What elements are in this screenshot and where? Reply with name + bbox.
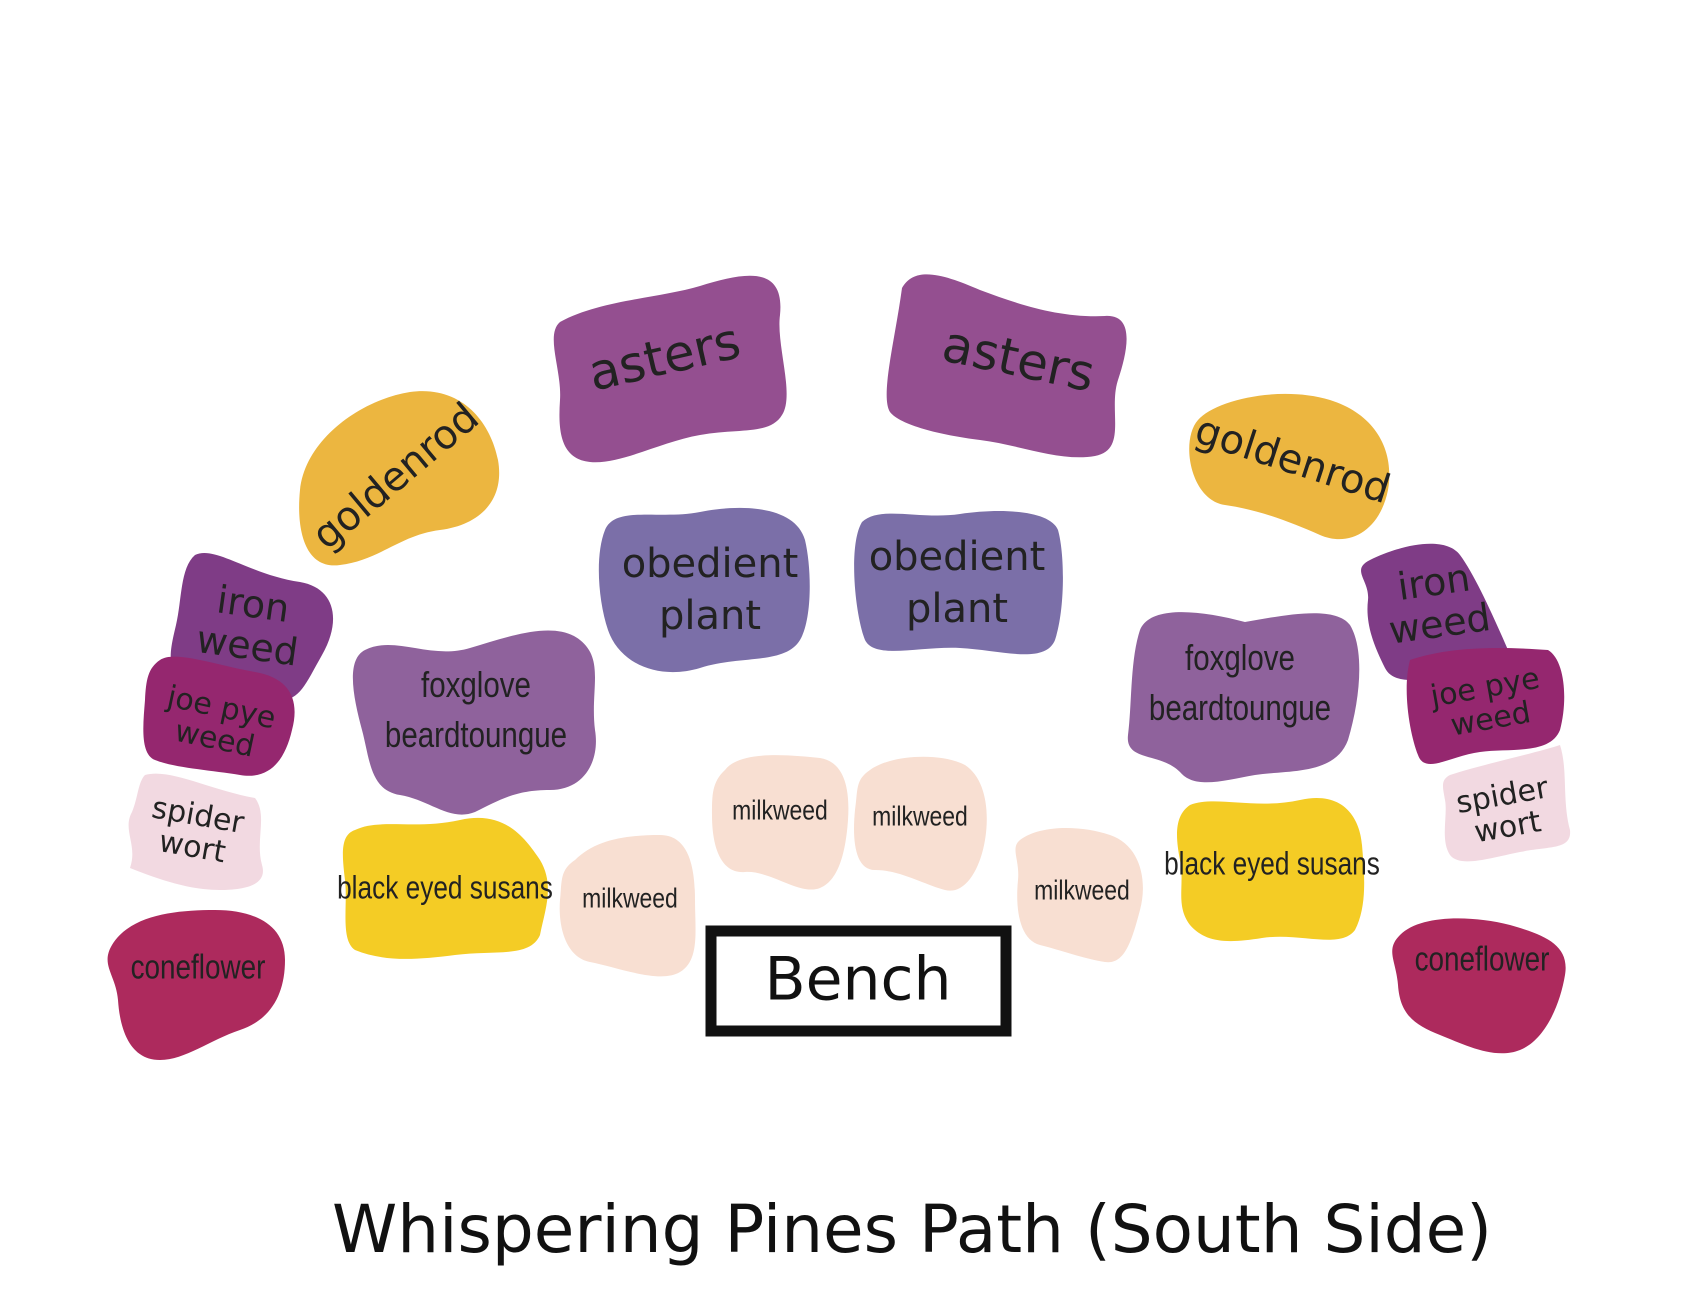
- bed-foxglove-right: foxglove beardtoungue: [1127, 612, 1360, 783]
- bed-label-joepye-right: joe pyeweed: [1427, 660, 1548, 745]
- bed-label-line: obedient: [622, 541, 799, 587]
- bed-shape-milkweed-1: [559, 835, 696, 977]
- bed-label-line: coneflower: [131, 948, 266, 986]
- bed-shape-asters-left: [553, 275, 787, 463]
- bed-label-milkweed-4: milkweed: [1034, 875, 1130, 906]
- bed-shape-obedient-left: [598, 507, 810, 673]
- bed-label-line: plant: [659, 593, 761, 639]
- bed-shape-milkweed-4: [1015, 828, 1143, 963]
- bed-coneflower-left: coneflower: [107, 910, 286, 1060]
- bed-label-line: foxglove: [421, 664, 531, 704]
- bed-label-milkweed-1: milkweed: [582, 883, 678, 914]
- bed-label-line: coneflower: [1415, 940, 1550, 978]
- bed-goldenrod-right: goldenrod: [1189, 393, 1396, 540]
- bed-label-coneflower-left: coneflower: [131, 948, 266, 986]
- bed-shape-coneflower-left: [107, 910, 286, 1060]
- bed-shape-joepye-right: [1406, 648, 1565, 764]
- bed-obedient-right: obedient plant: [854, 511, 1063, 655]
- bed-obedient-left: obedient plant: [598, 507, 810, 673]
- bed-joepye-right: joe pyeweed: [1406, 648, 1565, 764]
- bed-label-line: plant: [906, 586, 1008, 632]
- bed-asters-left: asters: [553, 275, 787, 463]
- bed-label-line: milkweed: [1034, 875, 1130, 906]
- bed-asters-right: asters: [886, 274, 1127, 458]
- bed-label-obedient-right: obedient plant: [869, 534, 1046, 632]
- bed-shape-susans-right: [1177, 798, 1365, 942]
- bed-shape-spiderwort-left: [128, 773, 263, 890]
- bed-label-line: beardtoungue: [385, 714, 567, 754]
- bed-shape-foxglove-left: [352, 630, 596, 815]
- bed-goldenrod-left: goldenrod: [299, 391, 500, 566]
- bed-label-obedient-left: obedient plant: [622, 541, 799, 639]
- bed-label-foxglove-right: foxglove beardtoungue: [1149, 637, 1331, 727]
- bed-label-line: iron: [214, 577, 292, 631]
- bed-label-line: milkweed: [732, 795, 828, 826]
- bed-shape-ironweed-right: [1361, 543, 1510, 681]
- bed-label-line: black eyed susans: [337, 871, 553, 906]
- bed-label-ironweed-right: ironweed: [1380, 553, 1493, 652]
- bed-susans-right: black eyed susans: [1164, 798, 1380, 942]
- bed-label-milkweed-2: milkweed: [732, 795, 828, 826]
- bed-label-line: iron: [1395, 555, 1473, 609]
- bed-shape-goldenrod-right: [1189, 393, 1390, 540]
- bed-spiderwort-right: spiderwort: [1442, 745, 1571, 862]
- bed-coneflower-right: coneflower: [1392, 918, 1566, 1054]
- bed-shape-joepye-left: [143, 656, 295, 776]
- bed-label-line: foxglove: [1185, 637, 1295, 677]
- diagram-title: Whispering Pines Path (South Side): [332, 1191, 1492, 1268]
- bed-shape-goldenrod-left: [299, 391, 500, 566]
- bench-label: Bench: [764, 945, 951, 1015]
- bed-label-coneflower-right: coneflower: [1415, 940, 1550, 978]
- bed-shape-obedient-right: [854, 511, 1063, 655]
- bed-milkweed-2: milkweed: [712, 755, 849, 890]
- bed-label-susans-right: black eyed susans: [1164, 847, 1380, 882]
- bed-milkweed-3: milkweed: [854, 756, 987, 891]
- bed-label-milkweed-3: milkweed: [872, 801, 968, 832]
- bed-label-line: obedient: [869, 534, 1046, 580]
- bed-label-line: milkweed: [872, 801, 968, 832]
- bed-shape-susans-left: [342, 817, 548, 959]
- bench: Bench: [705, 925, 1012, 1037]
- bed-shape-spiderwort-right: [1442, 745, 1571, 862]
- bed-susans-left: black eyed susans: [337, 817, 553, 959]
- bench-outline: [705, 925, 1012, 1037]
- bed-milkweed-4: milkweed: [1015, 828, 1143, 963]
- bed-shape-milkweed-2: [712, 755, 849, 890]
- bed-spiderwort-left: spiderwort: [128, 773, 263, 890]
- bed-shape-asters-right: [886, 274, 1127, 458]
- bed-shape-milkweed-3: [854, 756, 987, 891]
- bed-shape-coneflower-right: [1392, 918, 1566, 1054]
- bed-label-line: milkweed: [582, 883, 678, 914]
- bed-foxglove-left: foxglove beardtoungue: [352, 630, 596, 815]
- bed-label-foxglove-left: foxglove beardtoungue: [385, 664, 567, 754]
- bed-milkweed-1: milkweed: [559, 835, 696, 977]
- bed-label-line: black eyed susans: [1164, 847, 1380, 882]
- bed-ironweed-right: ironweed: [1361, 543, 1510, 681]
- bed-joepye-left: joe pyeweed: [143, 656, 295, 776]
- bed-shape-foxglove-right: [1127, 612, 1360, 783]
- bed-label-susans-left: black eyed susans: [337, 871, 553, 906]
- bed-label-line: beardtoungue: [1149, 687, 1331, 727]
